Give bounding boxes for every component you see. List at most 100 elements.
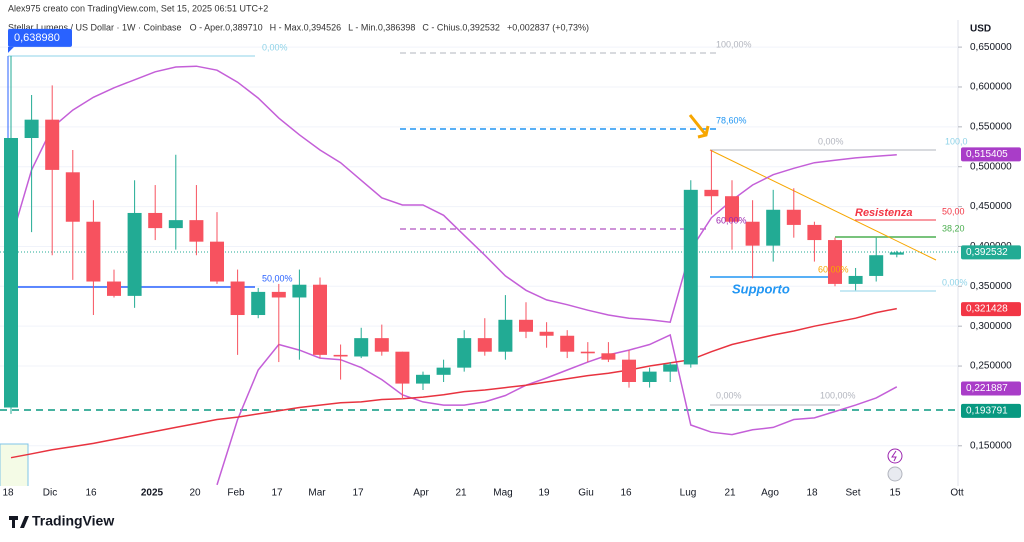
x-tick-label: Mar (308, 488, 326, 499)
ohlc-item: +0,002837 (+0,73%) (507, 22, 589, 32)
candle-body (663, 364, 678, 372)
high-tag-label: 0,638980 (14, 32, 60, 44)
candle-body (683, 189, 698, 365)
x-tick-label: 21 (724, 488, 736, 499)
x-tick-label: 18 (806, 488, 818, 499)
x-tick-label: Mag (493, 488, 512, 499)
candle-body (725, 196, 739, 222)
event-icon-glyph (891, 450, 897, 462)
candle-body (210, 241, 224, 282)
y-tick-label: 0,550000 (970, 121, 1012, 132)
logo-text: TradingView (32, 513, 114, 529)
candle-body (45, 119, 60, 170)
candle-body (436, 367, 451, 375)
indicator-line (10, 65, 897, 324)
y-tick-label: 0,350000 (970, 281, 1012, 292)
range-box (0, 443, 29, 486)
ohlc-item: C ‑ Chius.0,392532 (422, 22, 500, 32)
candle-body (539, 331, 554, 336)
price-tag-label: 0,221887 (966, 383, 1008, 394)
x-tick-label: 17 (352, 488, 364, 499)
candle-body (869, 255, 884, 276)
candle-body (519, 319, 533, 332)
annotation: 60,00% (818, 264, 849, 274)
candle-body (189, 220, 204, 242)
candle-body (745, 221, 760, 246)
x-tick-label: Ott (950, 488, 964, 499)
candle-body (477, 338, 492, 352)
x-tick-label: Ago (761, 488, 779, 499)
trend-line (709, 149, 937, 261)
candle-body (498, 319, 513, 352)
candle-body (601, 353, 616, 360)
flag-icon[interactable] (887, 466, 903, 482)
y-tick-label: 0,300000 (970, 321, 1012, 332)
annotation: 0,00% (716, 390, 742, 400)
indicator-line (216, 333, 898, 486)
price-tag (961, 403, 1021, 418)
ohlc-item: O ‑ Aper.0,389710 (190, 22, 263, 32)
annotation: 0,00% (942, 277, 968, 287)
annotations: 0,00% 50,00% 100,00% 78,60% 0,00% 100,0 60,00%… (262, 39, 968, 400)
price-tag (961, 147, 1021, 162)
y-tick-label: 0,500000 (970, 161, 1012, 172)
annotation: 100,0 (945, 136, 968, 146)
x-tick-label: 21 (455, 488, 467, 499)
candle-body (333, 354, 348, 357)
price-tag-label: 0,193791 (966, 406, 1008, 417)
candle-body (230, 281, 245, 316)
price-tag-label: 0,392532 (966, 247, 1008, 258)
candle-body (580, 351, 595, 354)
candle-body (807, 224, 822, 241)
axis-title: USD (970, 24, 991, 35)
candle-body (766, 209, 781, 246)
candle-body (271, 291, 286, 298)
ohlc-item: L ‑ Min.0,386398 (348, 22, 415, 32)
candle-body (374, 338, 389, 352)
annotation: 50,00 (942, 206, 965, 216)
x-tick-label: Lug (680, 488, 697, 499)
x-tick-label: 20 (189, 488, 201, 499)
annotation: 38,20 (942, 223, 965, 233)
y-tick-label: 0,450000 (970, 201, 1012, 212)
x-tick-label: Set (845, 488, 860, 499)
candle-body (107, 281, 121, 296)
logo: TradingView (9, 513, 114, 529)
annotation: Supporto (732, 281, 790, 296)
price-tag-label: 0,321428 (966, 304, 1008, 315)
candle-body (395, 351, 410, 384)
x-tick-label: 16 (620, 488, 632, 499)
candle-body (416, 374, 430, 384)
candle-body (148, 212, 163, 229)
x-tick-label: Feb (227, 488, 245, 499)
event-icon[interactable] (887, 448, 903, 464)
candle-body (354, 338, 369, 357)
series (4, 55, 904, 486)
price-tag (961, 245, 1021, 260)
arrow (688, 114, 710, 139)
x-tick-label: Giu (578, 488, 594, 499)
x-axis: 18 Dic 16 2025 20 Feb 17 Mar 17 Apr 21 Mag 19 Giu 16 Lu… (2, 488, 963, 499)
x-tick-label: 16 (85, 488, 97, 499)
x-tick-label: Apr (413, 488, 429, 499)
price-tag (961, 302, 1021, 317)
indicator-line (10, 307, 897, 459)
annotation: 0,00% (262, 42, 288, 52)
grid: 0,650000 0,600000 0,550000 0,500000 0,450000… (0, 42, 1012, 451)
annotation: 78,60% (716, 115, 747, 125)
high-tag (8, 28, 72, 47)
candle-body (4, 138, 18, 408)
candle-body (889, 252, 904, 255)
candle-body (848, 275, 863, 284)
candle-body (313, 284, 327, 355)
symbol: Stellar Lumens / US Dollar · 1W · Coinba… (8, 22, 182, 32)
candle-body (127, 212, 142, 296)
candle-body (292, 284, 307, 298)
candle-body (828, 240, 842, 284)
annotation: 60,00% (716, 215, 747, 225)
candle-body (786, 209, 801, 225)
x-tick-label: 17 (271, 488, 283, 499)
candle-body (65, 172, 80, 222)
x-tick-label: 15 (889, 488, 901, 499)
